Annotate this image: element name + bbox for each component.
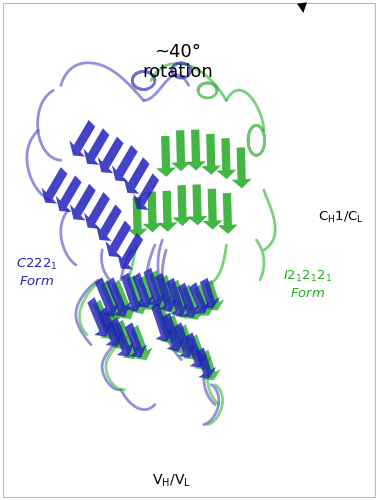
FancyArrow shape (156, 304, 178, 344)
FancyArrow shape (200, 278, 220, 308)
FancyArrow shape (87, 297, 112, 337)
FancyArrow shape (116, 320, 140, 359)
FancyArrow shape (203, 188, 223, 230)
FancyArrow shape (171, 130, 191, 171)
FancyArrow shape (194, 284, 215, 316)
FancyArrow shape (172, 185, 192, 226)
FancyArrow shape (156, 136, 176, 177)
FancyArrow shape (99, 307, 123, 346)
Text: $\mathit{C222_1}$
$\mathit{Form}$: $\mathit{C222_1}$ $\mathit{Form}$ (15, 257, 57, 288)
FancyArrow shape (110, 317, 134, 356)
FancyArrow shape (84, 192, 110, 228)
FancyArrow shape (98, 136, 124, 173)
FancyArrow shape (95, 278, 119, 316)
FancyArrow shape (151, 302, 174, 342)
FancyArrow shape (182, 284, 204, 320)
FancyArrow shape (189, 282, 211, 314)
FancyArrow shape (112, 145, 138, 182)
FancyArrow shape (158, 190, 177, 232)
FancyArrow shape (121, 272, 144, 312)
FancyArrow shape (124, 157, 150, 194)
Text: ~40°
rotation: ~40° rotation (142, 43, 213, 81)
FancyArrow shape (178, 282, 200, 318)
FancyArrow shape (112, 280, 136, 319)
FancyArrow shape (101, 280, 125, 319)
FancyArrow shape (96, 204, 122, 241)
FancyArrow shape (42, 167, 67, 203)
FancyArrow shape (69, 120, 95, 156)
FancyArrow shape (144, 268, 166, 306)
FancyArrow shape (155, 272, 177, 312)
FancyArrow shape (187, 184, 208, 226)
FancyArrow shape (127, 275, 149, 314)
Text: $\mathregular{V_H/V_L}$: $\mathregular{V_H/V_L}$ (152, 472, 191, 488)
Text: $\mathregular{C_H1/C_L}$: $\mathregular{C_H1/C_L}$ (318, 210, 364, 225)
FancyArrow shape (56, 176, 82, 212)
FancyArrow shape (217, 138, 236, 179)
FancyArrow shape (93, 300, 117, 339)
FancyArrow shape (70, 184, 96, 220)
FancyArrow shape (128, 197, 147, 238)
FancyArrow shape (163, 312, 185, 352)
FancyArrow shape (178, 324, 200, 360)
FancyArrow shape (117, 233, 143, 270)
FancyArrow shape (218, 193, 238, 234)
FancyArrow shape (186, 130, 206, 170)
FancyArrow shape (138, 275, 160, 310)
FancyArrow shape (201, 350, 221, 380)
FancyArrow shape (132, 272, 155, 308)
FancyArrow shape (84, 128, 109, 165)
FancyArrow shape (185, 332, 207, 368)
FancyArrow shape (189, 334, 212, 370)
FancyArrow shape (174, 322, 196, 358)
FancyArrow shape (125, 322, 147, 358)
FancyArrow shape (133, 174, 159, 210)
FancyArrow shape (196, 348, 216, 378)
FancyArrow shape (105, 220, 131, 257)
FancyArrow shape (130, 325, 153, 360)
FancyArrow shape (143, 192, 163, 232)
FancyArrow shape (201, 134, 221, 175)
FancyArrow shape (149, 270, 172, 309)
FancyArrow shape (160, 274, 182, 314)
FancyArrow shape (104, 310, 129, 349)
FancyArrow shape (204, 280, 225, 310)
FancyArrow shape (232, 148, 251, 188)
FancyArrow shape (106, 278, 130, 316)
FancyArrow shape (166, 278, 189, 316)
FancyArrow shape (167, 314, 189, 354)
FancyArrow shape (170, 280, 193, 318)
Text: $\mathit{I2_12_12_1}$
$\mathit{Form}$: $\mathit{I2_12_12_1}$ $\mathit{Form}$ (283, 270, 332, 300)
